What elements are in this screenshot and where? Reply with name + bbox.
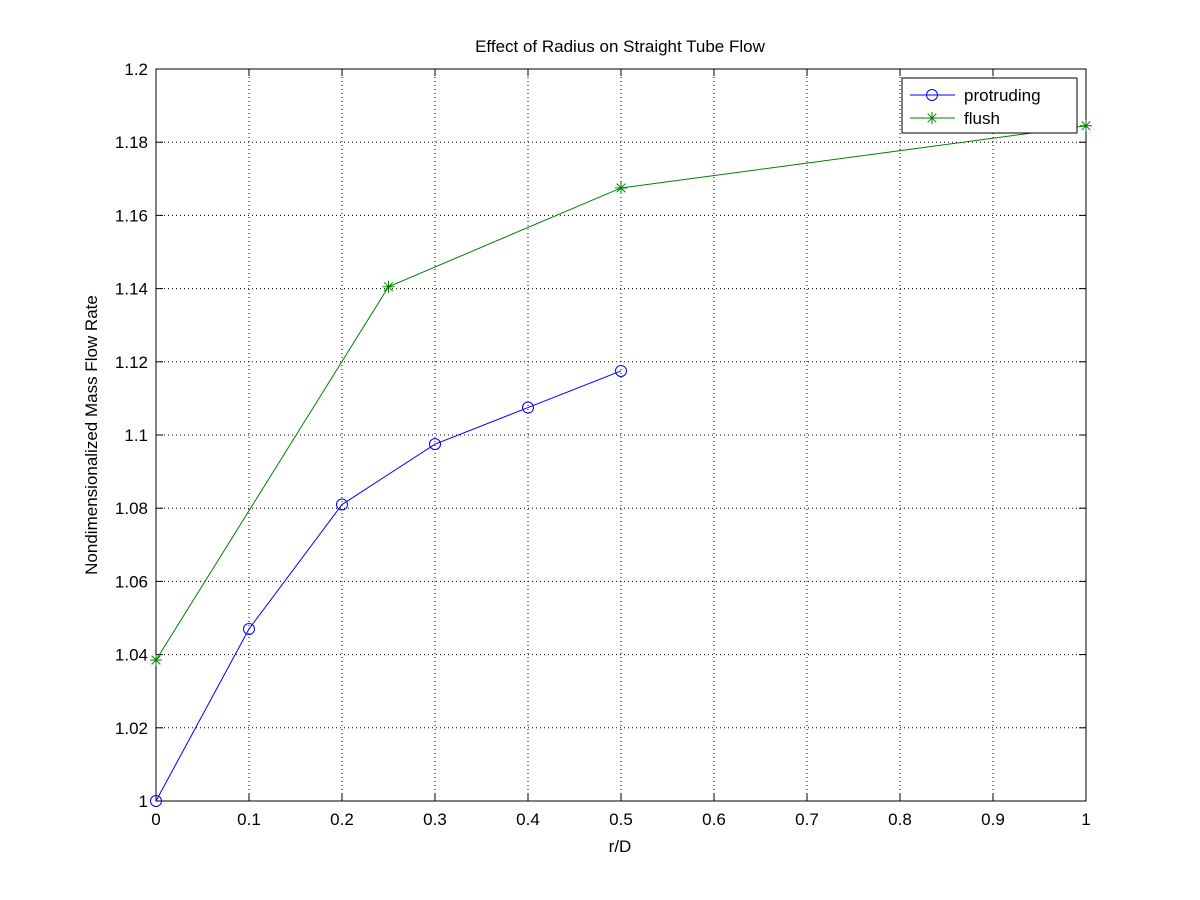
y-tick-label: 1.06 — [115, 572, 148, 591]
legend-item-flush: flush — [910, 109, 1000, 128]
legend-marker — [926, 89, 938, 101]
x-tick-label: 0.1 — [237, 810, 261, 829]
legend: protruding flush — [901, 77, 1078, 134]
data-point-protruding — [243, 622, 255, 635]
tick-layer: 0 0.1 0.2 0.3 0.4 0.5 0.6 0.7 0.8 0.9 1 1 1.02 1.04 1.… — [115, 60, 1091, 829]
x-tick-label: 0.6 — [702, 810, 726, 829]
data-point-protruding — [615, 364, 627, 377]
legend-label: protruding — [964, 86, 1041, 105]
y-tick-label: 1.14 — [115, 280, 148, 299]
y-axis-title: Nondimensionalized Mass Flow Rate — [82, 295, 101, 575]
series-line-protruding — [155, 370, 622, 802]
x-tick-label: 0.7 — [795, 810, 819, 829]
y-tick-label: 1.04 — [115, 646, 148, 665]
data-point-protruding — [336, 498, 348, 511]
y-tick-label: 1.1 — [124, 426, 148, 445]
x-tick-label: 0.8 — [888, 810, 912, 829]
x-tick-label: 0.5 — [609, 810, 633, 829]
data-point-flush — [150, 654, 162, 667]
x-tick-label: 0.4 — [516, 810, 540, 829]
series-layer — [150, 119, 1092, 807]
y-tick-label: 1.08 — [115, 499, 148, 518]
x-axis-title: r/D — [609, 837, 632, 856]
y-tick-label: 1.12 — [115, 353, 148, 372]
y-tick-label: 1.18 — [115, 133, 148, 152]
legend-label: flush — [964, 109, 1000, 128]
series-line-flush — [155, 125, 1087, 661]
x-tick-label: 0.3 — [423, 810, 447, 829]
legend-item-protruding: protruding — [910, 86, 1041, 105]
y-tick-label: 1.2 — [124, 60, 148, 79]
x-tick-label: 0.9 — [981, 810, 1005, 829]
x-tick-label: 1 — [1081, 810, 1090, 829]
x-tick-label: 0 — [151, 810, 160, 829]
data-point-flush — [1080, 119, 1092, 132]
series-flush — [150, 119, 1092, 667]
data-point-protruding — [429, 438, 441, 451]
legend-marker — [926, 112, 938, 124]
data-point-flush — [615, 181, 627, 194]
data-point-flush — [382, 280, 395, 293]
y-tick-label: 1.02 — [115, 719, 148, 738]
legend-box — [901, 77, 1078, 134]
y-tick-label: 1.16 — [115, 206, 148, 225]
data-point-protruding — [522, 401, 534, 414]
data-point-protruding — [150, 795, 162, 807]
series-protruding — [150, 364, 627, 807]
chart-title: Effect of Radius on Straight Tube Flow — [475, 37, 766, 56]
y-tick-label: 1 — [139, 792, 148, 811]
x-tick-label: 0.2 — [330, 810, 354, 829]
grid-layer — [156, 69, 1086, 801]
